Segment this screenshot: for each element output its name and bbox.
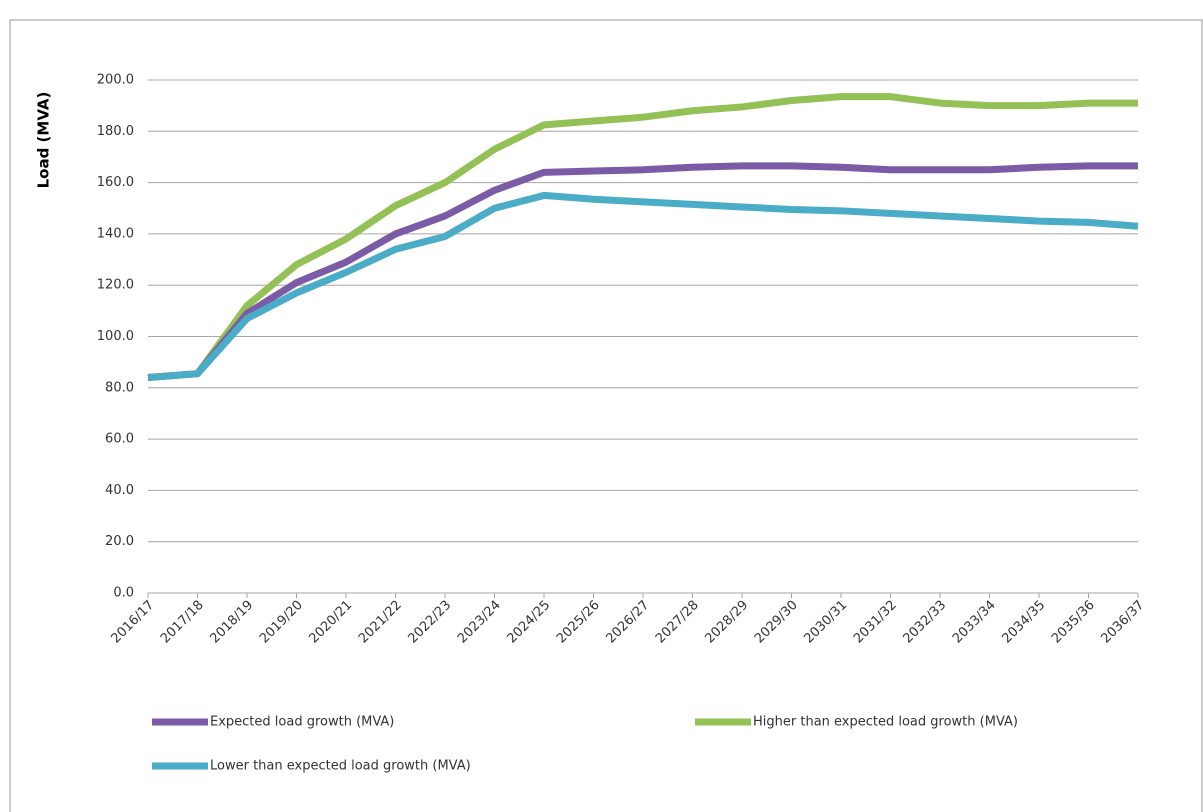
series-line	[147, 162, 1138, 382]
y-tick-label: 0.0	[113, 586, 134, 601]
y-tick-label: 140.0	[97, 226, 134, 241]
chart-frame	[9, 19, 1203, 812]
y-tick-label: 200.0	[97, 73, 134, 88]
y-tick-label: 120.0	[97, 278, 134, 293]
y-tick-label: 180.0	[97, 124, 134, 139]
legend-label: Higher than expected load growth (MVA)	[753, 715, 1018, 730]
legend-label: Expected load growth (MVA)	[210, 715, 394, 730]
y-tick-label: 20.0	[105, 534, 134, 549]
legend-label: Lower than expected load growth (MVA)	[210, 759, 471, 774]
y-tick-label: 40.0	[105, 483, 134, 498]
y-tick-label: 100.0	[97, 329, 134, 344]
y-tick-label: 60.0	[105, 432, 134, 447]
y-tick-label: 160.0	[97, 175, 134, 190]
series-line	[147, 93, 1138, 382]
y-axis-label: Load (MVA)	[35, 92, 53, 189]
series-line	[147, 191, 1139, 382]
y-tick-label: 80.0	[105, 380, 134, 395]
